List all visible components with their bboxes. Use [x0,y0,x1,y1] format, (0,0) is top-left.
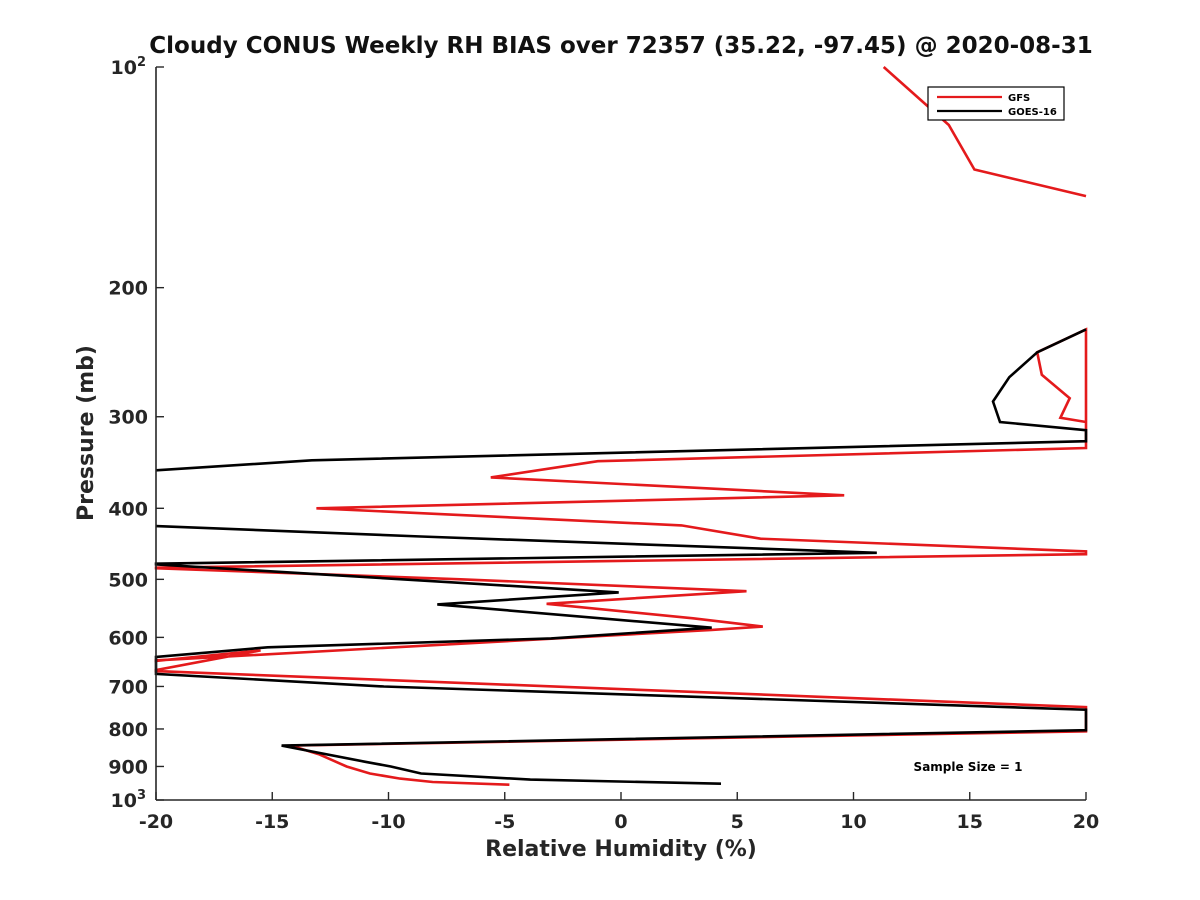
legend-box [927,86,1065,121]
legend: GFS GOES-16 [927,86,1065,121]
legend-label-gfs: GFS [1008,93,1030,104]
y-ticks: 102 200 300 400 500 600 700 800 900 103 [108,55,164,812]
y-tick-label: 700 [108,676,148,698]
x-tick-label: 0 [614,811,627,833]
series-line-goes16-0 [155,328,1088,472]
legend-label-goes16: GOES-16 [1008,107,1057,118]
x-tick-label: 10 [840,811,866,833]
y-tick-label: 200 [108,278,148,300]
x-axis-label: Relative Humidity (%) [485,837,757,862]
x-tick-label: -15 [255,811,289,833]
y-tick-label: 400 [108,498,148,520]
sample-size-annotation: Sample Size = 1 [914,760,1023,774]
y-tick-label: 500 [108,569,148,591]
y-tick-label: 103 [111,788,147,812]
y-tick-label: 300 [108,407,148,429]
x-tick-label: 5 [731,811,744,833]
y-tick-label: 102 [111,55,147,79]
y-tick-label: 600 [108,627,148,649]
x-ticks: -20 -15 -10 -5 0 5 10 15 20 [139,792,1099,833]
x-tick-label: -5 [494,811,515,833]
y-tick-label: 800 [108,719,148,741]
y-tick-label: 900 [108,756,148,778]
x-tick-label: -20 [139,811,173,833]
x-tick-label: -10 [371,811,405,833]
y-axis-label: Pressure (mb) [74,345,99,521]
series-line-gfs-0 [882,66,1087,198]
x-tick-label: 20 [1073,811,1099,833]
chart-title: Cloudy CONUS Weekly RH BIAS over 72357 (… [149,33,1092,59]
x-tick-label: 15 [957,811,983,833]
